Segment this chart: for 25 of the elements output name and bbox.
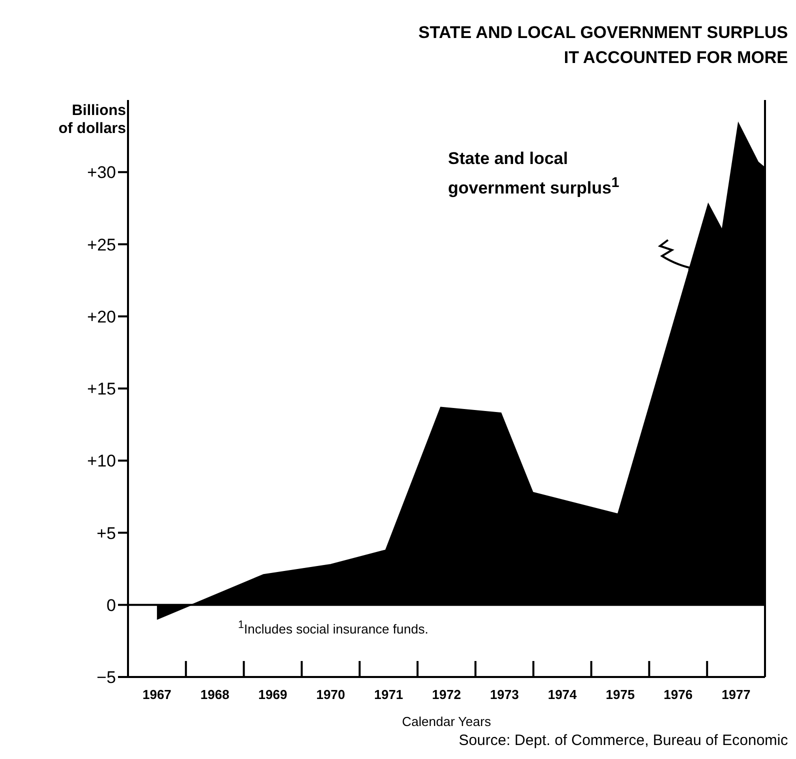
x-tick-label: 1975: [606, 687, 635, 702]
y-tick-label: +10: [87, 452, 116, 471]
y-axis-title: Billions of dollars: [57, 102, 126, 138]
x-axis-title: Calendar Years: [401, 714, 492, 729]
x-tick-label: 1971: [374, 687, 404, 702]
annotation: State and local government surplus$^{1}$: [448, 148, 620, 200]
x-tick-label: 1973: [490, 687, 519, 702]
x-tick-label: 1974: [548, 687, 578, 702]
chart-title: STATE AND LOCAL GOVERNMENT SURPLUS IT ACCOUNTED FOR MORE: [418, 22, 788, 69]
annotation: $^{1}$Includes social insurance funds.: [238, 618, 428, 636]
y-tick-label: +15: [87, 380, 116, 399]
y-tick-label: +5: [96, 524, 116, 543]
x-tick-label: 1970: [316, 687, 346, 702]
x-tick-label: 1972: [432, 687, 461, 702]
x-tick-label: 1967: [142, 687, 172, 702]
x-tick-label: 1976: [664, 687, 693, 702]
x-tick-label: 1969: [258, 687, 288, 702]
source-note: Source: Dept. of Commerce, Bureau of Economic: [458, 732, 788, 749]
x-tick-label: 1968: [200, 687, 230, 702]
y-tick-label: +30: [87, 163, 116, 182]
y-tick-label: 0: [106, 596, 116, 615]
x-tick-label: 1977: [722, 687, 751, 702]
y-tick-label: −5: [96, 668, 116, 688]
y-tick-label: +20: [87, 307, 116, 326]
y-tick-label: +25: [87, 235, 116, 254]
